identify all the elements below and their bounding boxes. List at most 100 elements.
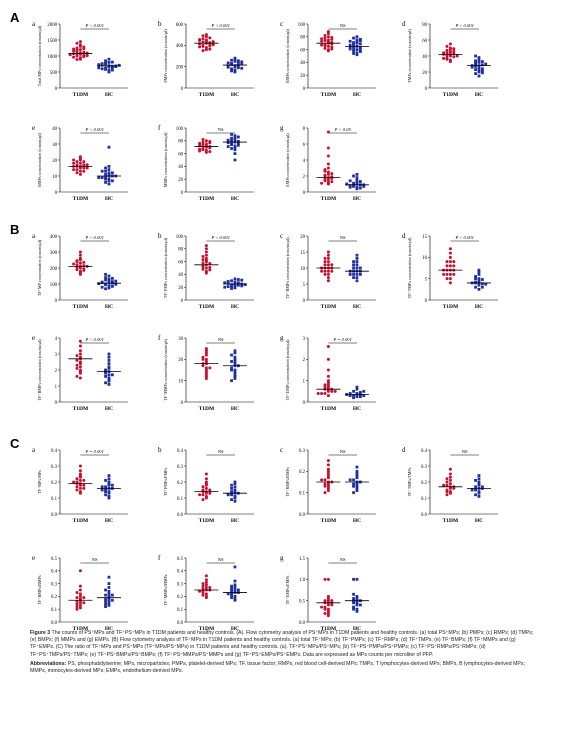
t1dm-point <box>208 265 212 269</box>
t1dm-point <box>78 606 82 610</box>
t1dm-point <box>82 45 86 49</box>
x-tick-label-t1dm: T1DM <box>73 518 89 524</box>
t1dm-point <box>204 48 208 52</box>
t1dm-point <box>326 276 330 280</box>
hc-point <box>233 368 237 372</box>
t1dm-point <box>208 41 212 45</box>
t1dm-point <box>78 166 82 170</box>
y-tick-label: 0.4 <box>51 449 58 454</box>
hc-point <box>355 392 359 395</box>
hc-point <box>355 178 359 182</box>
hc-point <box>233 485 237 489</box>
y-tick-label: 0 <box>181 191 184 196</box>
t1dm-point <box>323 484 327 488</box>
panel-letter: a <box>32 232 36 240</box>
y-tick-label: 6 <box>303 143 306 148</box>
hc-point <box>477 491 481 495</box>
t1dm-point <box>78 469 82 473</box>
significance-label: P < 0.001 <box>84 23 103 28</box>
t1dm-point <box>323 272 327 276</box>
y-axis-label: TMPs concentration (counts/µl) <box>407 29 412 83</box>
hc-point <box>236 143 240 147</box>
hc-point <box>233 488 237 492</box>
y-axis-label: TF⁺TMPs/TMPs <box>407 467 412 496</box>
t1dm-point <box>78 57 82 61</box>
t1dm-point <box>448 60 452 64</box>
t1dm-point <box>78 594 82 598</box>
hc-point <box>358 603 362 607</box>
hc-point <box>352 394 355 397</box>
x-tick-label-hc: HC <box>231 196 239 202</box>
t1dm-point <box>204 491 208 495</box>
panel-f: f 0 20 40 60 80 100 MMPs concentration (counts/… <box>158 124 254 202</box>
panel-f: f 0.0 0.1 0.2 0.3 0.4 0.5 TF⁺MMPs/MMPs T1DM HC NS <box>158 554 254 632</box>
hc-point <box>233 490 237 493</box>
hc-point <box>352 396 355 400</box>
hc-point <box>100 285 104 289</box>
hc-point <box>230 490 233 493</box>
hc-point <box>236 283 240 287</box>
panel-letter: d <box>402 446 406 454</box>
hc-point <box>107 601 111 605</box>
abbreviations-label: Abbreviations: <box>30 660 67 667</box>
hc-point <box>230 593 233 597</box>
hc-point <box>474 72 477 75</box>
hc-point <box>230 287 233 290</box>
hc-point <box>484 282 488 286</box>
y-tick-label: 10 <box>52 175 57 180</box>
t1dm-point <box>211 43 215 47</box>
hc-point <box>236 66 240 70</box>
hc-point <box>233 148 237 152</box>
t1dm-point <box>445 51 449 55</box>
hc-point <box>107 598 111 602</box>
y-tick-label: 4 <box>303 159 306 164</box>
hc-point <box>104 493 107 497</box>
x-tick-label-hc: HC <box>353 304 361 310</box>
hc-point <box>104 276 107 279</box>
x-tick-label-t1dm: T1DM <box>73 626 89 632</box>
t1dm-point <box>85 166 89 170</box>
hc-point <box>230 483 233 487</box>
hc-point <box>110 60 114 64</box>
t1dm-point <box>204 45 208 49</box>
hc-point <box>477 277 481 281</box>
y-tick-label: 10 <box>178 379 183 384</box>
t1dm-point <box>201 364 205 368</box>
y-axis-label: PMPs concentration (counts/µl) <box>163 29 168 83</box>
hc-point <box>348 39 352 43</box>
y-tick-label: 20 <box>300 74 305 79</box>
hc-point <box>355 253 359 257</box>
hc-point <box>104 381 107 385</box>
panel-letter: a <box>32 446 36 454</box>
t1dm-point <box>72 47 76 51</box>
hc-point <box>110 598 114 602</box>
t1dm-point <box>208 262 212 266</box>
significance-label: NS <box>218 337 224 342</box>
hc-point <box>474 277 477 281</box>
significance-label: NS <box>92 557 98 562</box>
y-tick-label: 0.3 <box>51 465 58 470</box>
hc-point <box>474 488 477 492</box>
panel-Bd: d 0 5 10 15 TF⁺TMPs concentration (counts/µl)… <box>402 232 498 310</box>
t1dm-point <box>201 49 205 53</box>
t1dm-point <box>452 486 456 490</box>
hc-point <box>107 376 111 380</box>
hc-point <box>104 176 107 179</box>
t1dm-point <box>82 483 86 487</box>
t1dm-point <box>445 57 449 61</box>
t1dm-point <box>82 486 86 490</box>
hc-point <box>230 139 233 143</box>
hc-point <box>352 41 355 44</box>
t1dm-point <box>204 349 208 353</box>
t1dm-point <box>323 44 327 48</box>
hc-point <box>104 375 107 378</box>
x-tick-label-t1dm: T1DM <box>443 518 459 524</box>
t1dm-point <box>78 483 82 487</box>
y-axis-label: Total MPs concentration (counts/µl) <box>37 25 42 86</box>
t1dm-point <box>204 351 208 355</box>
hc-point <box>358 50 362 53</box>
t1dm-point <box>326 154 330 158</box>
hc-point <box>358 46 362 50</box>
x-tick-label-t1dm: T1DM <box>199 196 215 202</box>
y-tick-label: 0.0 <box>299 513 306 518</box>
